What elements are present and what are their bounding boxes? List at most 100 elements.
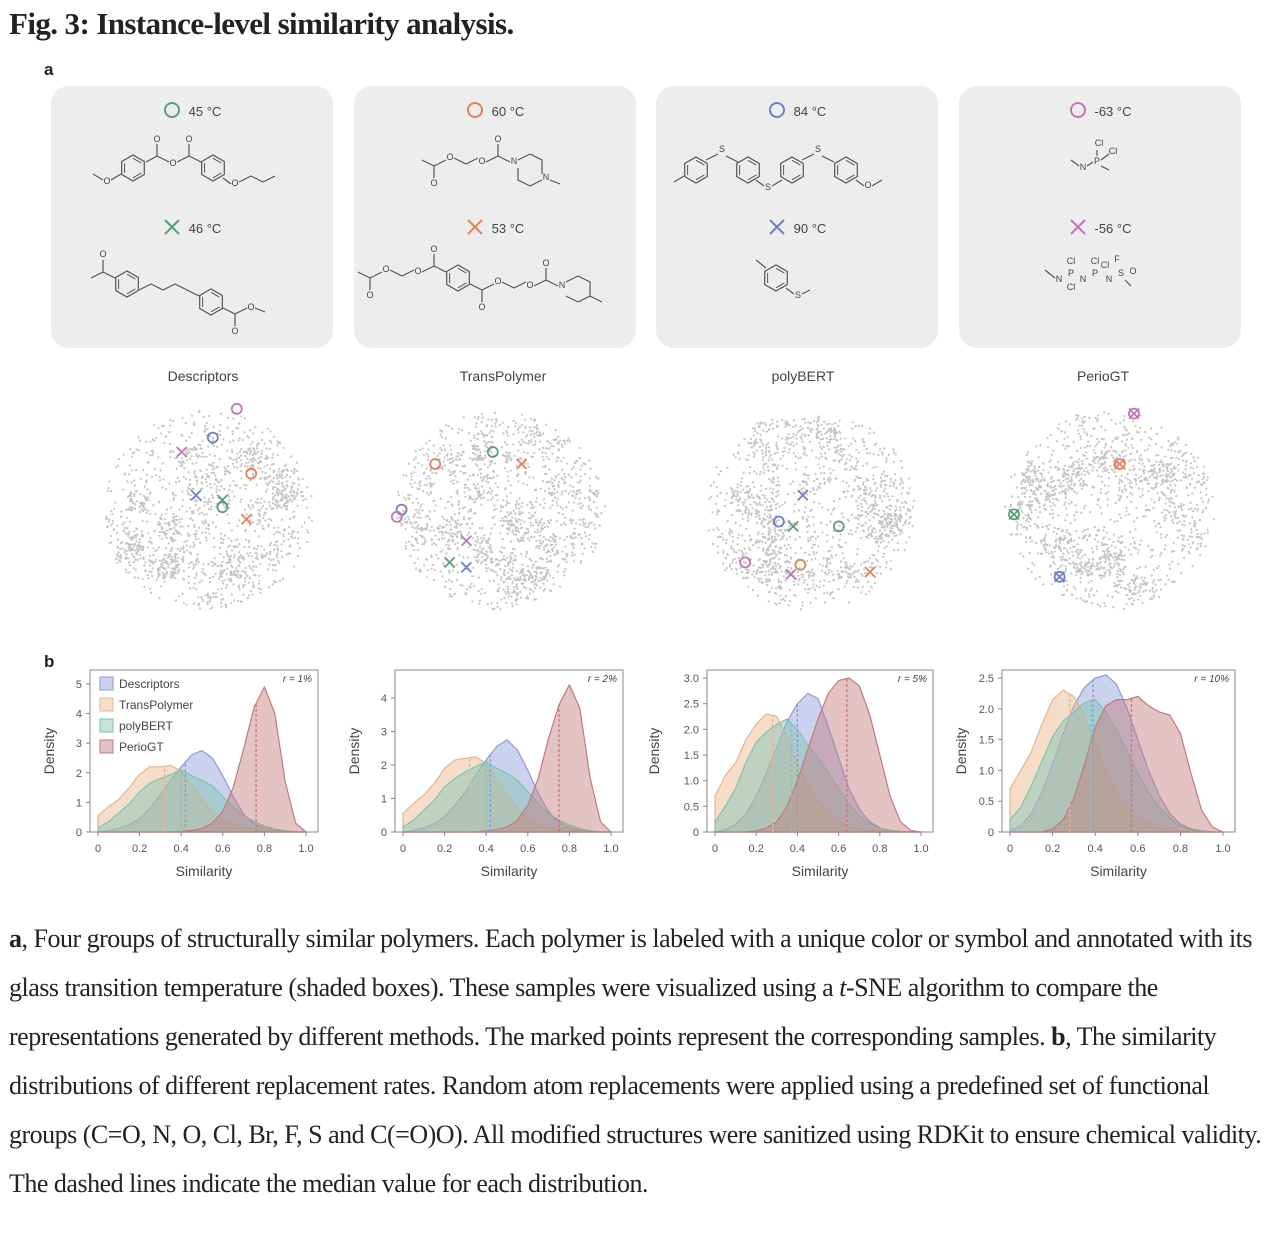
density-area-descriptors bbox=[402, 739, 612, 833]
tsne-plot-descriptors bbox=[105, 402, 314, 610]
tsne-marker-blue-circle bbox=[206, 431, 219, 444]
tsne-marker-pink-circle bbox=[390, 510, 403, 523]
panel-a-label: a bbox=[44, 60, 54, 79]
circle-tg-value: 45 °C bbox=[188, 104, 222, 119]
circle-tg-value: -63 °C bbox=[1094, 104, 1132, 119]
legend-label-periogt: PerioGT bbox=[119, 740, 164, 754]
x-tick-label: 0.4 bbox=[790, 843, 805, 855]
svg-text:N: N bbox=[511, 156, 518, 166]
cross-marker-icon bbox=[466, 218, 484, 239]
circle-marker-icon bbox=[768, 101, 786, 122]
y-tick-label: 2 bbox=[76, 768, 82, 780]
tsne-marker-orange-cross bbox=[864, 566, 876, 578]
cross-marker-icon bbox=[768, 218, 786, 239]
x-axis-label: Similarity bbox=[176, 863, 233, 879]
method-label-descriptors: Descriptors bbox=[167, 368, 239, 384]
tsne-background-points bbox=[396, 412, 606, 611]
structure-group-box-4: -63 °C N P Cl Cl -56 °C N P Cl Cl N P Cl Cl N S F O bbox=[959, 86, 1241, 348]
tsne-marker-blue-cross bbox=[190, 489, 202, 501]
y-tick-label: 2.5 bbox=[979, 673, 994, 685]
tsne-marker-orange-circle bbox=[429, 458, 442, 470]
y-tick-label: 3.0 bbox=[684, 673, 699, 685]
tsne-background-points bbox=[105, 410, 314, 610]
tsne-marker-green-circle bbox=[216, 501, 229, 514]
y-tick-label: 2.5 bbox=[684, 699, 699, 711]
x-tick-label: 0.4 bbox=[174, 843, 189, 855]
y-tick-label: 0.5 bbox=[684, 801, 699, 813]
y-tick-label: 3 bbox=[76, 738, 82, 750]
svg-text:O: O bbox=[231, 326, 238, 336]
figure-title: Fig. 3: Instance-level similarity analys… bbox=[9, 6, 514, 41]
circle-tg-label: 60 °C bbox=[354, 101, 636, 122]
replacement-rate-annotation: r = 2% bbox=[588, 674, 617, 685]
svg-text:O: O bbox=[526, 280, 533, 290]
cross-marker-icon bbox=[1069, 218, 1087, 239]
svg-text:O: O bbox=[864, 180, 871, 190]
tsne-marker-orange-cross bbox=[515, 458, 528, 470]
x-tick-label: 0.4 bbox=[1088, 843, 1103, 855]
tsne-marker-orange-circle bbox=[794, 558, 807, 571]
tsne-marker-green-both bbox=[1008, 508, 1020, 521]
svg-text:O: O bbox=[478, 302, 485, 312]
svg-text:O: O bbox=[1129, 266, 1136, 276]
density-area-periogt bbox=[97, 686, 307, 833]
y-tick-label: 0 bbox=[693, 827, 699, 839]
tsne-marker-pink-both bbox=[1128, 407, 1140, 420]
y-tick-label: 2.0 bbox=[684, 724, 699, 736]
tsne-plot-periogt bbox=[1004, 407, 1215, 610]
polymer-structure-circle: O O O O N N bbox=[421, 134, 561, 188]
svg-text:O: O bbox=[542, 258, 549, 268]
x-tick-label: 0.8 bbox=[257, 843, 272, 855]
svg-text:N: N bbox=[559, 280, 566, 290]
svg-text:O: O bbox=[430, 178, 437, 188]
polymer-structure-cross: S bbox=[755, 259, 811, 300]
caption-b-label: b bbox=[1051, 1022, 1066, 1051]
chart-legend: Descriptors TransPolymer polyBERT PerioGT bbox=[99, 676, 193, 754]
method-label-transpolymer: TransPolymer bbox=[459, 368, 547, 384]
svg-text:O: O bbox=[494, 276, 501, 286]
cross-tg-value: 46 °C bbox=[188, 221, 222, 236]
x-tick-label: 0 bbox=[1007, 843, 1013, 855]
tsne-marker-blue-cross bbox=[797, 489, 809, 501]
svg-text:P: P bbox=[1094, 156, 1100, 166]
tsne-marker-green-cross bbox=[787, 520, 799, 533]
svg-text:O: O bbox=[231, 178, 238, 188]
svg-text:O: O bbox=[103, 176, 110, 186]
polymer-structure-circle: NP Cl Cl bbox=[1070, 138, 1117, 172]
x-tick-label: 0.2 bbox=[132, 843, 147, 855]
svg-text:N: N bbox=[1080, 162, 1087, 172]
tsne-marker-green-circle bbox=[486, 446, 499, 458]
svg-text:O: O bbox=[382, 264, 389, 274]
density-chart-r2: 0 1 2 3 4 0 0.2 0.4 0.6 0.8 1.0 Similarity Density r … bbox=[346, 669, 624, 879]
svg-text:O: O bbox=[169, 158, 176, 168]
y-tick-label: 2.0 bbox=[979, 704, 994, 716]
x-tick-label: 0.2 bbox=[437, 843, 452, 855]
svg-text:N: N bbox=[1056, 274, 1063, 284]
y-tick-label: 0 bbox=[988, 827, 994, 839]
legend-swatch-descriptors bbox=[99, 676, 114, 691]
legend-label-transpolymer: TransPolymer bbox=[119, 698, 193, 712]
svg-text:S: S bbox=[765, 182, 771, 192]
svg-text:P: P bbox=[1092, 268, 1098, 278]
tsne-marker-pink-circle bbox=[230, 402, 243, 415]
tsne-marker-orange-cross bbox=[240, 513, 253, 525]
x-tick-label: 0.6 bbox=[831, 843, 846, 855]
legend-label-descriptors: Descriptors bbox=[119, 677, 180, 691]
y-tick-label: 1.0 bbox=[684, 776, 699, 788]
density-area-polybert bbox=[97, 769, 307, 833]
y-axis-label: Density bbox=[346, 728, 362, 775]
density-chart-r10: 0 0.5 1.0 1.5 2.0 2.5 0 0.2 0.4 0.6 0.8 1.0 Similari… bbox=[953, 669, 1236, 879]
cross-tg-label: 90 °C bbox=[656, 218, 938, 239]
tsne-marker-green-circle bbox=[832, 520, 845, 533]
x-axis-label: Similarity bbox=[481, 863, 538, 879]
y-tick-label: 4 bbox=[381, 693, 387, 705]
y-axis-label: Density bbox=[953, 728, 969, 775]
polymer-structure-circle: S S S O bbox=[673, 144, 883, 192]
x-axis-label: Similarity bbox=[792, 863, 849, 879]
tsne-marker-pink-cross bbox=[175, 446, 188, 458]
x-tick-label: 0.8 bbox=[562, 843, 577, 855]
caption-b-text: , The similarity distributions of differ… bbox=[9, 1022, 1262, 1198]
legend-swatch-periogt bbox=[99, 739, 114, 754]
density-chart-r5: 0 0.5 1.0 1.5 2.0 2.5 3.0 0 0.2 0.4 0.6 0.8 1.0 Simil… bbox=[646, 669, 934, 879]
